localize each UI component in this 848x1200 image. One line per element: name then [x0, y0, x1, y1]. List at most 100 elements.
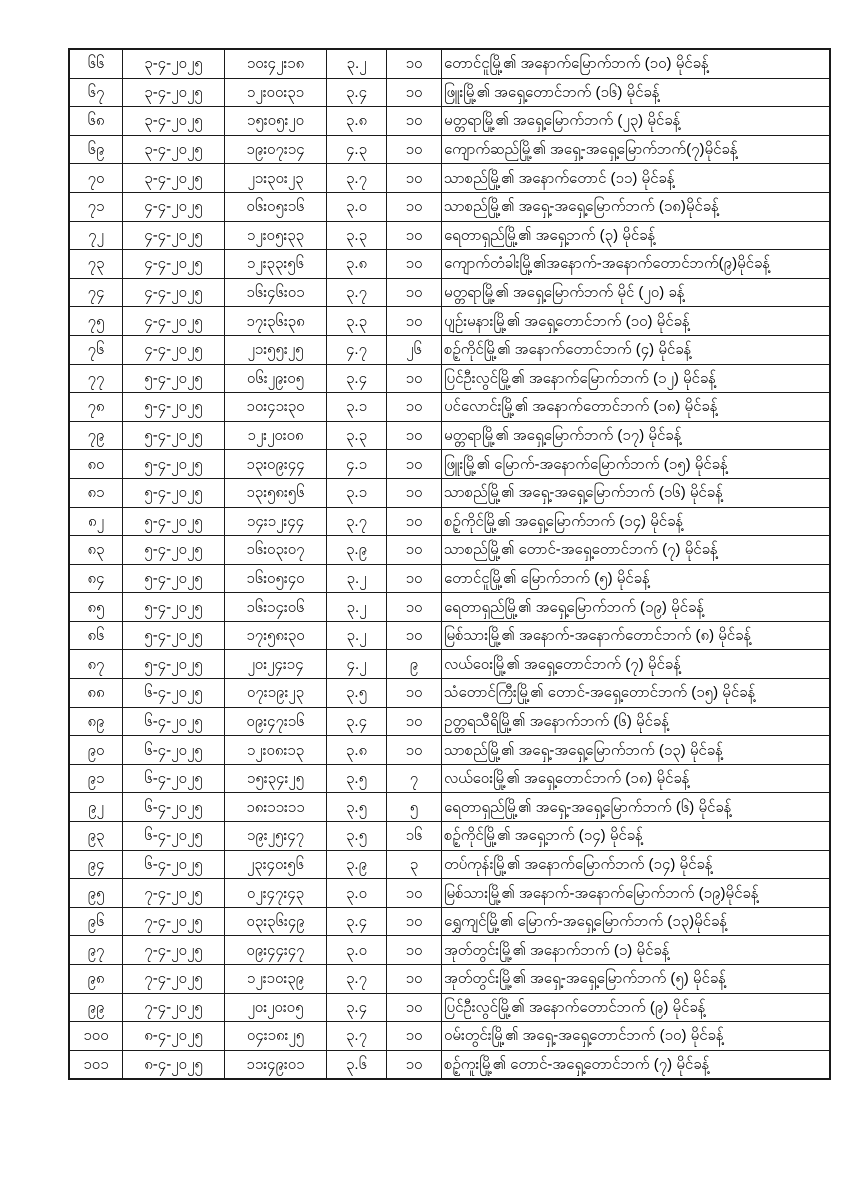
location-cell: ပြင်ဦးလွင်မြို့၏ အနောက်တောင်ဘက် (၉) မိုင… [441, 992, 831, 1023]
date-cell: ၅-၄-၂၀၂၅ [122, 620, 225, 651]
time-cell: ၁၂း၀၀း၃၁ [224, 77, 327, 108]
depth-cell: ၁၀ [386, 935, 442, 965]
table-row: ၇၂ ၄-၄-၂၀၂၅ ၁၂း၀၅း၃၃ ၃.၃ ၁၀ ရေတာရှည်မြို… [68, 220, 831, 251]
location-cell: သာစည်မြို့၏ အရှေ့-အရှေ့မြောက်ဘက် (၁၃) မိ… [441, 735, 831, 765]
location-cell: လယ်ဝေးမြို့၏ အရှေ့တောင်ဘက် (၇) မိုင်ခန့် [441, 649, 831, 680]
time-cell: ၁၃း၅၈း၅၆ [224, 477, 327, 508]
serial-number-cell: ၆၆ [68, 48, 123, 79]
location-cell: ပြင်ဦးလွင်မြို့၏ အနောက်မြောက်ဘက် (၁၂) မိ… [441, 363, 831, 394]
location-cell: မြစ်သားမြို့၏ အနောက်-အနောက်တောင်ဘက် (၈) … [441, 620, 831, 651]
location-cell: လယ်ဝေးမြို့၏ အရှေ့တောင်ဘက် (၁၈) မိုင်ခန့… [441, 763, 831, 794]
depth-cell: ၁၀ [386, 678, 442, 708]
depth-cell: ၁၀ [386, 48, 442, 79]
location-cell: မတ္တရာမြို့၏ အရှေ့မြောက်ဘက် မိုင် (၂၀) ခ… [441, 277, 831, 308]
depth-cell: ၅ [386, 792, 442, 823]
serial-number-cell: ၉၈ [68, 964, 123, 994]
magnitude-cell: ၃.၈ [326, 106, 387, 136]
depth-cell: ၁၀ [386, 77, 442, 108]
magnitude-cell: ၃.၇ [326, 506, 387, 537]
time-cell: ၁၅း၃၄း၂၅ [224, 763, 327, 794]
table-row: ၈၆ ၅-၄-၂၀၂၅ ၁၇း၅၈း၃၀ ၃.၂ ၁၀ မြစ်သားမြို့… [68, 620, 831, 651]
time-cell: ၂၁း၅၅း၂၅ [224, 334, 327, 365]
time-cell: ၀၃း၃၆း၄၉ [224, 906, 327, 937]
serial-number-cell: ၈၂ [68, 506, 123, 537]
date-cell: ၅-၄-၂၀၂၅ [122, 592, 225, 622]
serial-number-cell: ၈၄ [68, 563, 123, 594]
location-cell: ဖြူးမြို့၏ မြောက်-အနောက်မြောက်ဘက် (၁၅) မ… [441, 449, 831, 479]
date-cell: ၃-၄-၂၀၂၅ [122, 163, 225, 193]
time-cell: ၁၂း၀၈း၁၃ [224, 735, 327, 765]
serial-number-cell: ၇၆ [68, 334, 123, 365]
time-cell: ၁၆း၁၄း၀၆ [224, 592, 327, 622]
magnitude-cell: ၃.၆ [326, 1049, 387, 1080]
depth-cell: ၁၀ [386, 964, 442, 994]
location-cell: ပျဉ်းမနားမြို့၏ အရှေ့တောင်ဘက် (၁၀) မိုင်… [441, 306, 831, 336]
location-cell: ဖြူးမြို့၏ အရှေ့တောင်ဘက် (၁၆) မိုင်ခန့် [441, 77, 831, 108]
location-cell: ရေတာရှည်မြို့၏ အရှေ့ဘက် (၃) မိုင်ခန့် [441, 220, 831, 251]
time-cell: ၀၄း၁၈း၂၅ [224, 1021, 327, 1051]
table-row: ၆၉ ၃-၄-၂၀၂၅ ၁၉း၀၇း၁၄ ၄.၃ ၁၀ ကျောက်ဆည်မြိ… [68, 134, 831, 165]
location-cell: ရေတာရှည်မြို့၏ အရှေ့မြောက်ဘက် (၁၉) မိုင်… [441, 592, 831, 622]
time-cell: ၁၇း၃၆း၃၈ [224, 306, 327, 336]
serial-number-cell: ၇၅ [68, 306, 123, 336]
time-cell: ၂၁း၃၀း၂၃ [224, 163, 327, 193]
location-cell: ကျောက်ဆည်မြို့၏ အရှေ့-အရှေ့မြောက်ဘက်(၇)မ… [441, 134, 831, 165]
table-row: ၉၃ ၆-၄-၂၀၂၅ ၁၉း၂၅း၄၇ ၃.၅ ၁၆ စဉ့်ကိုင်မြိ… [68, 821, 831, 851]
date-cell: ၇-၄-၂၀၂၅ [122, 935, 225, 965]
table-row: ၉၇ ၇-၄-၂၀၂၅ ၀၉း၄၄း၄၇ ၃.၀ ၁၀ အုတ်တွင်းမြိ… [68, 935, 831, 965]
depth-cell: ၁၀ [386, 506, 442, 537]
time-cell: ၂၃း၄၀း၅၆ [224, 849, 327, 880]
table-row: ၁၀၀ ၈-၄-၂၀၂၅ ၀၄း၁၈း၂၅ ၃.၇ ၁၀ ဝမ်းတွင်းမြ… [68, 1021, 831, 1051]
depth-cell: ၁၀ [386, 220, 442, 251]
serial-number-cell: ၆၈ [68, 106, 123, 136]
date-cell: ၅-၄-၂၀၂၅ [122, 363, 225, 394]
date-cell: ၅-၄-၂၀၂၅ [122, 506, 225, 537]
depth-cell: ၁၀ [386, 392, 442, 422]
depth-cell: ၁၀ [386, 592, 442, 622]
magnitude-cell: ၄.၂ [326, 649, 387, 680]
table-row: ၁၀၁ ၈-၄-၂၀၂၅ ၁၁း၄၉း၀၁ ၃.၆ ၁၀ စဉ့်ကူးမြို… [68, 1049, 831, 1080]
location-cell: အုတ်တွင်းမြို့၏ အနောက်ဘက် (၁) မိုင်ခန့် [441, 935, 831, 965]
magnitude-cell: ၃.၀ [326, 878, 387, 908]
magnitude-cell: ၃.၀ [326, 935, 387, 965]
magnitude-cell: ၃.၂ [326, 563, 387, 594]
magnitude-cell: ၃.၇ [326, 964, 387, 994]
date-cell: ၆-၄-၂၀၂၅ [122, 678, 225, 708]
location-cell: ရွှေကျင်မြို့၏ မြောက်-အရှေ့မြောက်ဘက် (၁၃… [441, 906, 831, 937]
serial-number-cell: ၉၆ [68, 906, 123, 937]
date-cell: ၈-၄-၂၀၂၅ [122, 1021, 225, 1051]
date-cell: ၃-၄-၂၀၂၅ [122, 106, 225, 136]
table-row: ၉၂ ၆-၄-၂၀၂၅ ၁၈း၁၁း၁၁ ၃.၅ ၅ ရေတာရှည်မြို့… [68, 792, 831, 823]
time-cell: ၁၈း၁၁း၁၁ [224, 792, 327, 823]
serial-number-cell: ၈၅ [68, 592, 123, 622]
time-cell: ၁၂း၂၀း၀၈ [224, 420, 327, 451]
serial-number-cell: ၇၀ [68, 163, 123, 193]
date-cell: ၄-၄-၂၀၂၅ [122, 220, 225, 251]
table-row: ၆၇ ၃-၄-၂၀၂၅ ၁၂း၀၀း၃၁ ၃.၄ ၁၀ ဖြူးမြို့၏ အ… [68, 77, 831, 108]
date-cell: ၇-၄-၂၀၂၅ [122, 906, 225, 937]
table-row: ၈၂ ၅-၄-၂၀၂၅ ၁၄း၁၂း၄၄ ၃.၇ ၁၀ စဉ့်ကိုင်မြိ… [68, 506, 831, 537]
magnitude-cell: ၃.၅ [326, 678, 387, 708]
magnitude-cell: ၃.၄ [326, 906, 387, 937]
serial-number-cell: ၉၅ [68, 878, 123, 908]
depth-cell: ၁၀ [386, 1021, 442, 1051]
depth-cell: ၁၀ [386, 191, 442, 222]
date-cell: ၃-၄-၂၀၂၅ [122, 134, 225, 165]
location-cell: မတ္တရာမြို့၏ အရှေ့မြောက်ဘက် (၂၃) မိုင်ခန… [441, 106, 831, 136]
time-cell: ၁၉း၂၅း၄၇ [224, 821, 327, 851]
location-cell: မတ္တရာမြို့၏ အရှေ့မြောက်ဘက် (၁၇) မိုင်ခန… [441, 420, 831, 451]
location-cell: စဉ့်ကူးမြို့၏ တောင်-အရှေ့တောင်ဘက် (၇) မိ… [441, 1049, 831, 1080]
date-cell: ၇-၄-၂၀၂၅ [122, 964, 225, 994]
serial-number-cell: ၉၀ [68, 735, 123, 765]
location-cell: တပ်ကုန်းမြို့၏ အနောက်မြောက်ဘက် (၁၄) မိုင… [441, 849, 831, 880]
serial-number-cell: ၈၆ [68, 620, 123, 651]
date-cell: ၅-၄-၂၀၂၅ [122, 649, 225, 680]
depth-cell: ၃ [386, 849, 442, 880]
time-cell: ၁၀း၄၁း၃၀ [224, 392, 327, 422]
date-cell: ၅-၄-၂၀၂၅ [122, 392, 225, 422]
date-cell: ၆-၄-၂၀၂၅ [122, 821, 225, 851]
magnitude-cell: ၃.၄ [326, 992, 387, 1023]
location-cell: သာစည်မြို့၏ အရှေ့-အရှေ့မြောက်ဘက် (၁၆) မိ… [441, 477, 831, 508]
magnitude-cell: ၄.၇ [326, 334, 387, 365]
serial-number-cell: ၉၉ [68, 992, 123, 1023]
